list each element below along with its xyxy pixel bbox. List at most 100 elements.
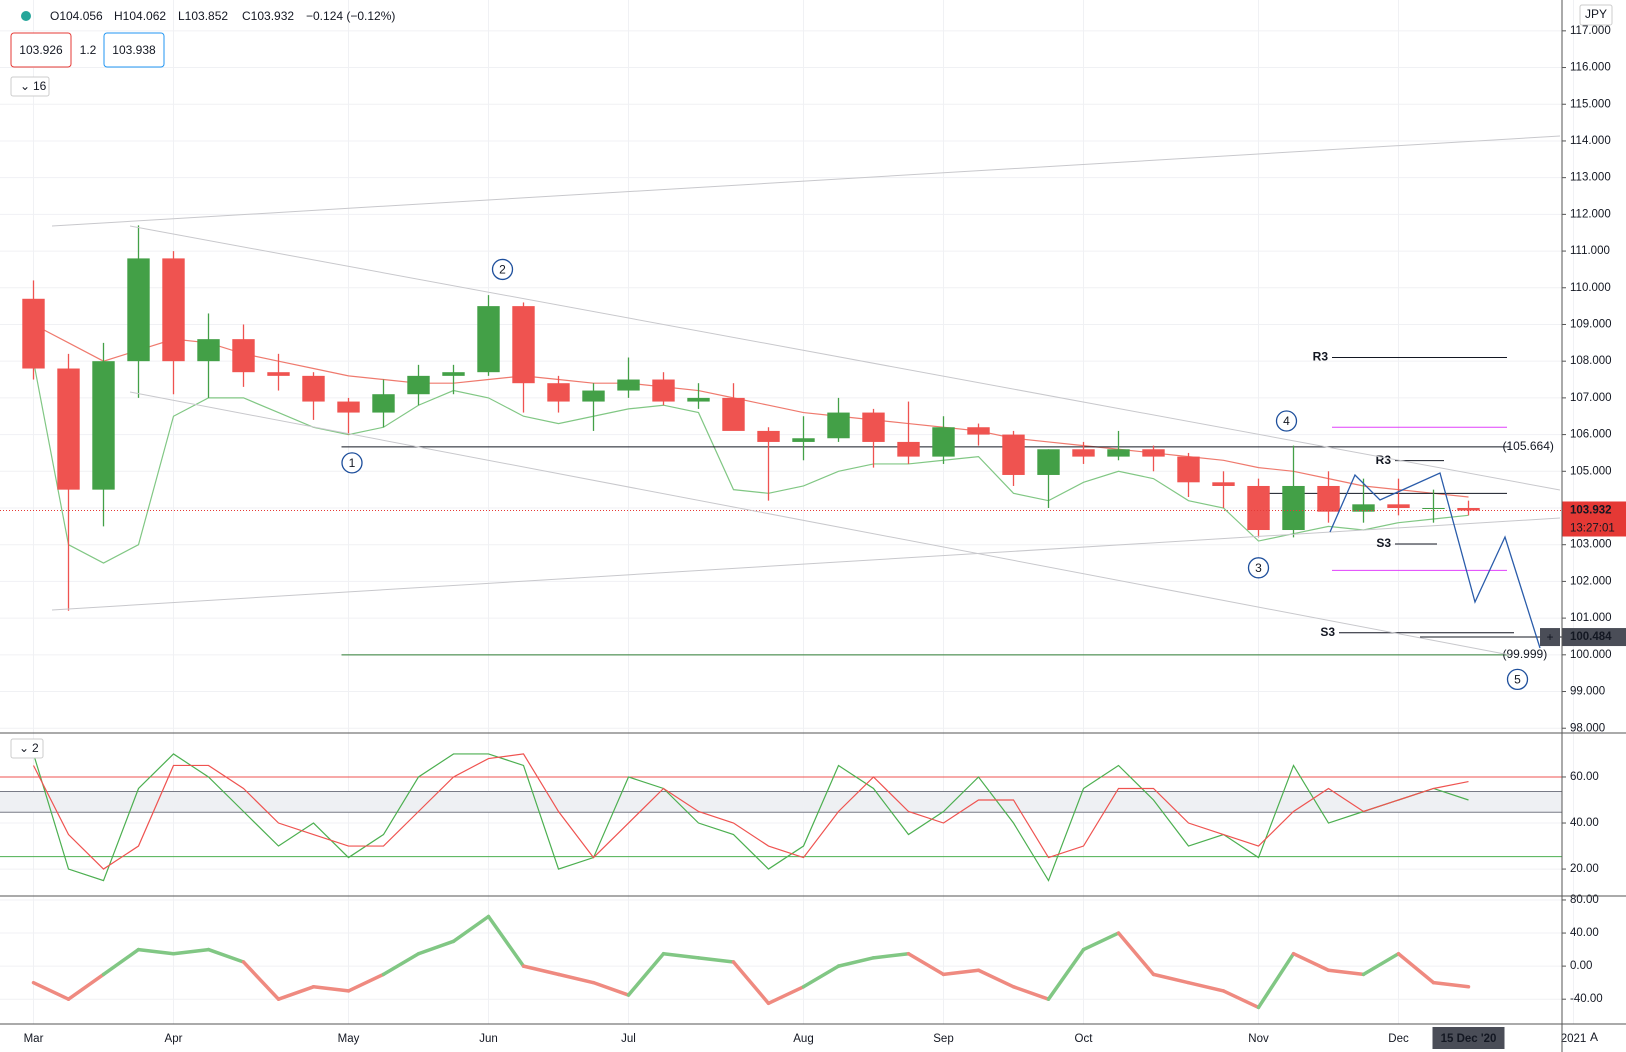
- momentum-segment: [241, 960, 281, 1001]
- wave-label-circle: [341, 452, 363, 474]
- y-tick-label: 106.000: [1570, 429, 1612, 441]
- wave-label: 3: [1255, 561, 1262, 575]
- momentum-segment: [906, 951, 946, 977]
- cursor-date-box: [1432, 1027, 1505, 1049]
- momentum-segment: [276, 985, 316, 1001]
- candle-body: [1457, 507, 1480, 511]
- momentum-segment: [171, 947, 211, 956]
- y-tick-label: 116.000: [1570, 62, 1611, 74]
- candle-body: [1072, 449, 1095, 457]
- momentum-segment: [311, 985, 351, 993]
- candle-body: [897, 441, 920, 457]
- ohlc-high: H104.062: [114, 9, 166, 23]
- y-tick-label: 109.000: [1570, 319, 1612, 331]
- momentum-segment: [871, 951, 911, 960]
- y-tick-label: 99.000: [1570, 686, 1605, 698]
- y-tick-label: 117.000: [1570, 25, 1611, 37]
- spread: 1.2: [80, 43, 97, 57]
- y-tick-label: 20.00: [1570, 863, 1599, 875]
- candle-body: [197, 339, 220, 362]
- y-tick-label: 98.000: [1570, 722, 1605, 734]
- last-price-box: [1562, 501, 1626, 520]
- currency[interactable]: JPY: [1585, 7, 1607, 21]
- currency-box[interactable]: [1579, 4, 1613, 26]
- wave-label: 2: [499, 263, 506, 277]
- chevron[interactable]: ⌄: [19, 741, 29, 755]
- candle-body: [407, 375, 430, 395]
- trend-line: [129, 391, 1511, 656]
- y-tick-label: -40.00: [1570, 993, 1603, 1005]
- x-tick-label: Jul: [621, 1033, 636, 1045]
- candle-body: [687, 397, 710, 402]
- y-tick-label: 100.000: [1570, 649, 1612, 661]
- momentum-segment: [206, 947, 246, 964]
- candle-body: [1002, 434, 1025, 475]
- ohlc-low: L103.852: [178, 9, 228, 23]
- indicator-count[interactable]: 16: [33, 79, 47, 93]
- oscillator-toggle[interactable]: [10, 738, 44, 759]
- level-label: S3: [1320, 625, 1335, 639]
- momentum-segment: [101, 947, 141, 977]
- trend-line: [51, 517, 1561, 611]
- projection-path: [1329, 472, 1541, 649]
- level-label: R3: [1313, 350, 1329, 364]
- auto-scale-button[interactable]: A: [1590, 1030, 1598, 1044]
- indicator-toggle[interactable]: [10, 76, 50, 97]
- candle-body: [1317, 485, 1340, 512]
- ohlc-open: O104.056: [50, 9, 103, 23]
- ask-box[interactable]: [103, 32, 165, 68]
- y-tick-label: 101.000: [1570, 612, 1612, 624]
- y-tick-label: 40.00: [1570, 927, 1599, 939]
- y-tick-label: 111.000: [1570, 245, 1610, 257]
- momentum-segment: [416, 939, 456, 956]
- y-tick-label: 60.00: [1570, 771, 1599, 783]
- candle-body: [617, 379, 640, 391]
- momentum-segment: [1081, 931, 1121, 952]
- candle-body: [372, 394, 395, 413]
- cursor-date: 15 Dec '20: [1441, 1033, 1497, 1045]
- oscillator-line: [32, 753, 1469, 882]
- ask[interactable]: 103.938: [112, 43, 156, 57]
- wave-label-circle: [491, 258, 514, 281]
- x-tick-label: Jun: [479, 1033, 498, 1045]
- y-tick-label: 80.00: [1570, 894, 1599, 906]
- candle-body: [57, 368, 80, 490]
- candle-body: [547, 383, 570, 402]
- level-label: S3: [1376, 536, 1391, 550]
- wave-label-circle: [1247, 557, 1270, 579]
- wave-label-circle: [1506, 668, 1529, 691]
- candle-body: [1107, 449, 1130, 457]
- x-tick-label: Nov: [1248, 1033, 1269, 1045]
- candle-body: [302, 375, 325, 402]
- y-tick-label: 107.000: [1570, 392, 1612, 404]
- momentum-segment: [381, 951, 421, 977]
- x-tick-label: Apr: [165, 1033, 183, 1045]
- bid[interactable]: 103.926: [19, 43, 63, 57]
- candle-body: [1037, 449, 1060, 475]
- candle-body: [1177, 456, 1200, 483]
- chevron[interactable]: ⌄: [20, 79, 30, 93]
- candle-body: [512, 306, 535, 384]
- wave-label: 5: [1514, 673, 1521, 687]
- momentum-segment: [451, 914, 491, 944]
- x-tick-label: 2021: [1561, 1033, 1587, 1045]
- momentum-segment: [521, 964, 561, 977]
- last-price-label: 103.932: [1570, 505, 1612, 517]
- y-tick-label: 110.000: [1570, 282, 1611, 294]
- crosshair-price-box: [1562, 628, 1626, 647]
- momentum-segment: [731, 960, 771, 1006]
- overlay-line: [33, 323, 1469, 498]
- countdown: 13:27:01: [1570, 523, 1615, 535]
- y-tick-label: 114.000: [1570, 135, 1611, 147]
- oscillator-count[interactable]: 2: [32, 741, 39, 755]
- candle-body: [127, 258, 150, 362]
- candle-body: [1142, 449, 1165, 457]
- level-label: (105.664): [1503, 439, 1554, 453]
- candle-body: [1352, 504, 1375, 512]
- trend-lines: [51, 135, 1561, 656]
- y-tick-label: 40.00: [1570, 817, 1599, 829]
- trend-line: [51, 135, 1561, 227]
- oscillator-line: [32, 753, 1469, 870]
- bid-box[interactable]: [10, 32, 72, 68]
